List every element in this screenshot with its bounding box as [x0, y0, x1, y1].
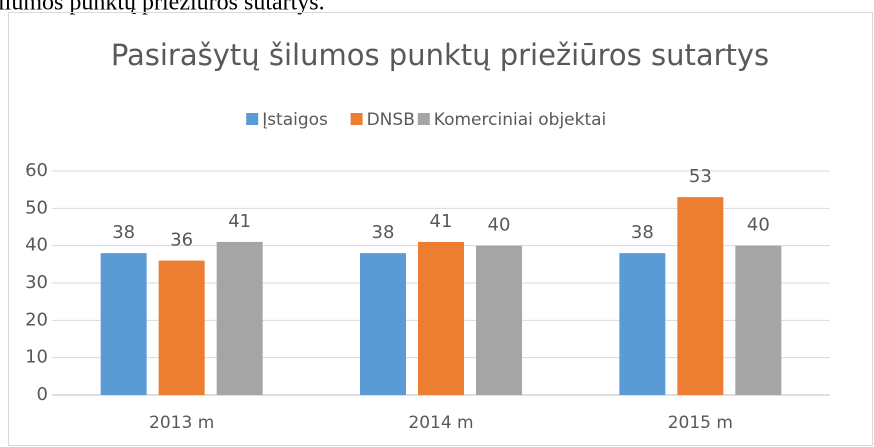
- data-label: 36: [170, 230, 193, 251]
- legend-label: Įstaigos: [262, 110, 328, 130]
- data-label: 38: [112, 222, 135, 243]
- x-tick-label: 2015 m: [668, 413, 733, 433]
- legend-swatch: [417, 113, 430, 125]
- data-label: 40: [747, 215, 770, 236]
- y-tick-label: 60: [25, 160, 48, 181]
- y-tick-label: 40: [25, 235, 48, 256]
- bar: [158, 260, 205, 395]
- y-tick-label: 50: [25, 197, 48, 218]
- data-label: 41: [228, 211, 251, 232]
- data-label: 38: [372, 222, 395, 243]
- y-tick-label: 20: [25, 309, 48, 330]
- y-tick-label: 30: [25, 272, 48, 293]
- x-tick-label: 2013 m: [149, 413, 214, 433]
- data-label: 53: [689, 166, 712, 187]
- bar: [735, 245, 782, 395]
- data-label: 40: [488, 215, 511, 236]
- bar: [418, 241, 464, 395]
- legend-swatch: [246, 113, 259, 125]
- bar: [100, 253, 147, 395]
- y-tick-label: 10: [25, 347, 48, 368]
- bar: [677, 197, 724, 395]
- bar: [360, 253, 406, 395]
- chart-border: [8, 12, 873, 446]
- bar: [216, 241, 263, 395]
- x-tick-label: 2014 m: [408, 413, 473, 433]
- chart-title: Pasirašytų šilumos punktų priežiūros sut…: [111, 38, 769, 72]
- data-label: 41: [430, 211, 453, 232]
- data-label: 38: [631, 222, 654, 243]
- legend-label: DNSB: [367, 110, 415, 130]
- bar: [619, 253, 666, 395]
- legend-swatch: [350, 113, 363, 125]
- legend-label: Komerciniai objektai: [434, 110, 606, 130]
- caption: ilumos punktų priežiūros sutartys.: [0, 0, 325, 16]
- y-tick-label: 0: [37, 384, 48, 405]
- bar: [476, 245, 522, 395]
